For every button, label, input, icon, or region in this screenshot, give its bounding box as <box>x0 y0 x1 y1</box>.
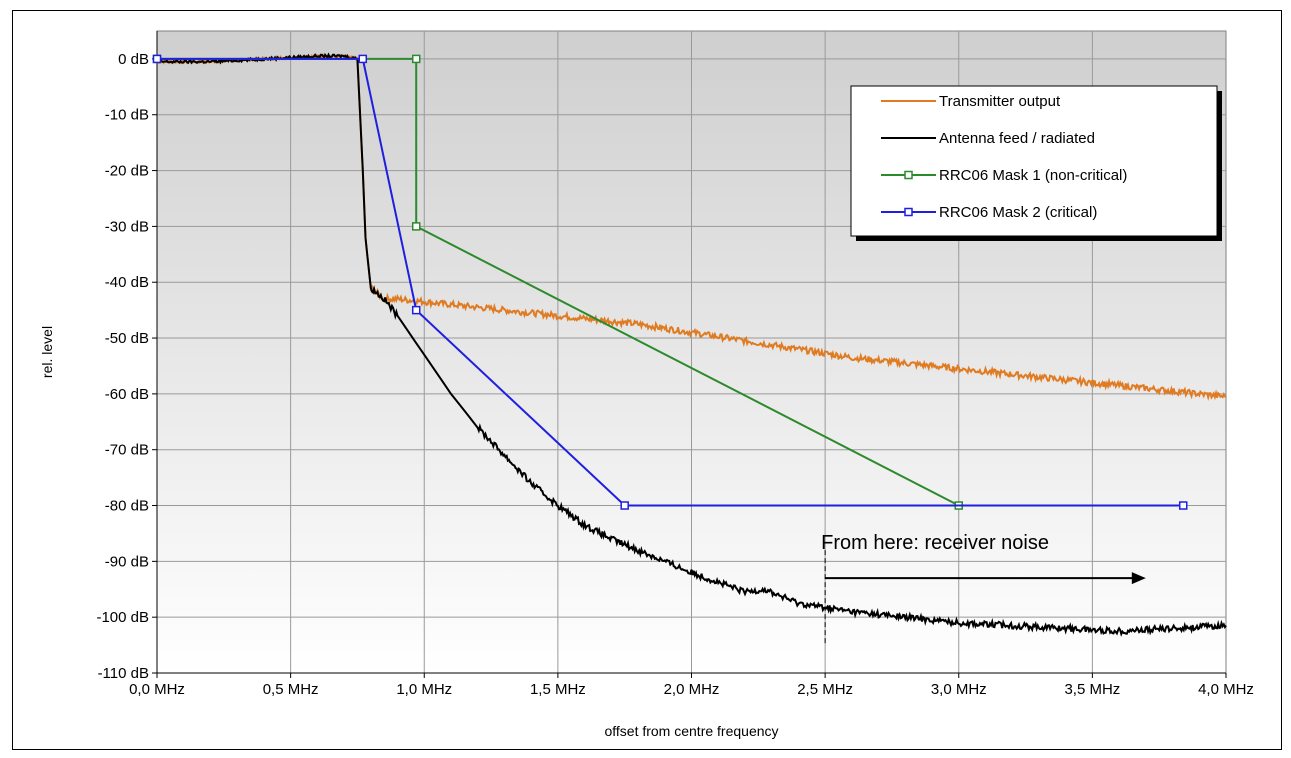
y-tick-label: -20 dB <box>105 163 149 180</box>
y-tick-label: -110 dB <box>98 665 149 682</box>
y-tick-label: -30 dB <box>105 218 149 235</box>
legend-label-antenna-feed-radiated: Antenna feed / radiated <box>939 130 1095 147</box>
legend: Transmitter output Antenna feed / radiate… <box>850 85 1222 241</box>
annotation-arrow-head <box>1131 572 1146 585</box>
data-point-rrc06-mask-1-non-critical <box>411 222 421 231</box>
legend-marker-rrc06-mask-2-critical <box>904 207 913 217</box>
x-tick-label: 1,5 MHz <box>530 681 586 698</box>
x-axis-title: offset from centre frequency <box>604 723 778 739</box>
legend-label-transmitter-output: Transmitter output <box>939 93 1061 110</box>
y-tick-label: 0 dB <box>118 51 149 68</box>
y-tick-label: -100 dB <box>96 609 149 626</box>
y-tick-label: -70 dB <box>105 442 149 459</box>
y-tick-label: -80 dB <box>105 498 149 515</box>
x-tick-label: 2,5 MHz <box>797 681 853 698</box>
x-tick-label: 3,0 MHz <box>931 681 987 698</box>
x-tick-label: 3,5 MHz <box>1064 681 1120 698</box>
x-tick-label: 0,5 MHz <box>263 681 319 698</box>
y-tick-label: -90 dB <box>105 553 149 570</box>
y-axis-title: rel. level <box>39 326 55 378</box>
annotation-text: From here: receiver noise <box>821 532 1049 554</box>
x-tick-label: 2,0 MHz <box>664 681 720 698</box>
series-line-antenna-feed-radiated <box>156 52 1227 637</box>
y-tick-label: -10 dB <box>105 107 149 124</box>
x-tick-label: 1,0 MHz <box>396 681 452 698</box>
legend-marker-rrc06-mask-1-non-critical <box>904 170 913 180</box>
legend-label-rrc06-mask-1-non-critical: RRC06 Mask 1 (non-critical) <box>939 167 1127 184</box>
legend-label-rrc06-mask-2-critical: RRC06 Mask 2 (critical) <box>939 204 1097 221</box>
data-point-rrc06-mask-2-critical <box>1178 501 1188 510</box>
data-point-rrc06-mask-2-critical <box>152 54 162 64</box>
data-point-rrc06-mask-2-critical <box>620 501 629 510</box>
axes: 0,0 MHz 0,5 MHz 1,0 MHz 1,5 MHz 2,0 MHz 2,5 M… <box>96 31 1254 698</box>
series-layer <box>152 52 1227 637</box>
annotation-layer: From here: receiver noise <box>821 532 1146 646</box>
data-point-rrc06-mask-1-non-critical <box>411 54 421 64</box>
y-tick-label: -40 dB <box>105 274 149 291</box>
data-point-rrc06-mask-2-critical <box>358 54 368 64</box>
y-tick-label: -60 dB <box>105 386 149 403</box>
data-point-rrc06-mask-2-critical <box>411 305 421 315</box>
x-tick-label: 0,0 MHz <box>129 681 185 698</box>
y-tick-label: -50 dB <box>105 330 149 347</box>
x-tick-label: 4,0 MHz <box>1198 681 1254 698</box>
